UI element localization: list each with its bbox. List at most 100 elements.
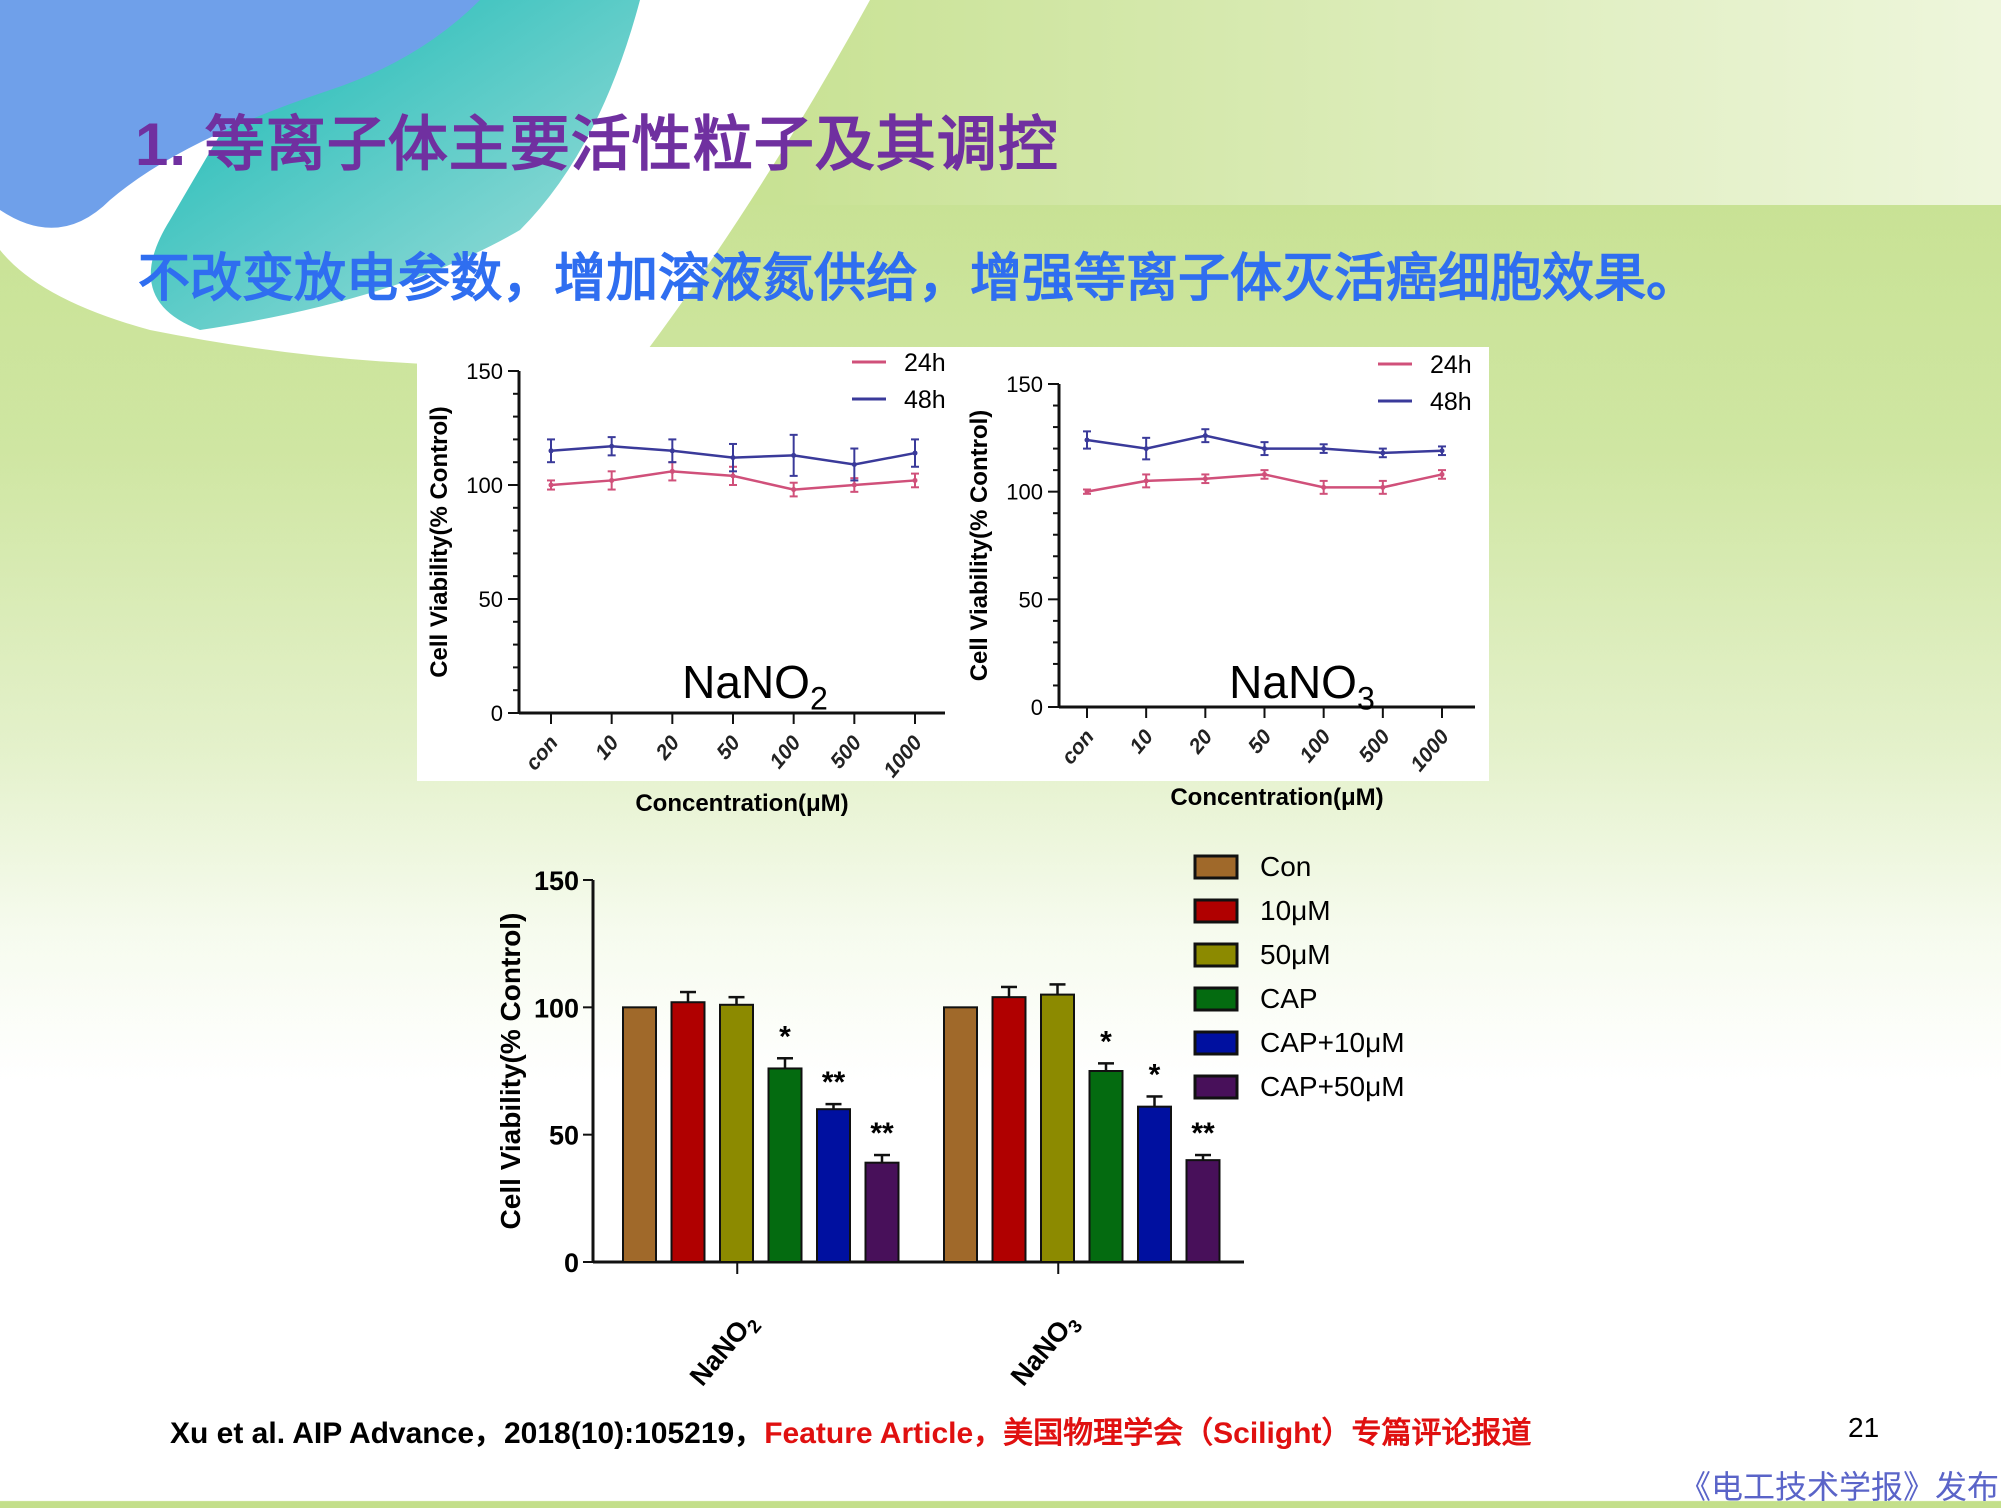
x-tick-label: 100 [1295,725,1335,767]
significance-mark: * [1149,1058,1161,1091]
y-tick-label: 0 [564,1248,579,1278]
legend-label: 10μM [1260,895,1331,926]
legend-label: 24h [1430,351,1472,379]
data-point [851,482,857,488]
x-tick-label: con [521,731,563,774]
legend-label: 24h [904,349,946,377]
data-point [1084,489,1090,495]
x-tick-label: 500 [826,731,866,773]
slide-title: 1. 等离子体主要活性粒子及其调控 [135,111,1059,178]
data-point [912,450,918,456]
data-point [1439,448,1445,454]
bar-CAP+10μM-NaNO2 [816,1108,851,1263]
significance-mark: ** [1191,1117,1215,1150]
bar-50μM-NaNO2 [719,1003,754,1264]
decorative-background-shapes [0,0,2001,366]
data-point [730,455,736,461]
data-point [1262,446,1267,452]
legend-label: CAP [1260,983,1318,1014]
data-point [548,482,554,488]
significance-mark: * [779,1020,791,1053]
y-tick-label: 150 [466,359,503,384]
citation-reference: Xu et al. AIP Advance，2018(10):105219， [170,1417,765,1450]
y-tick-label: 150 [534,866,579,896]
data-point [1202,433,1208,439]
data-point [1143,446,1149,452]
x-tick-label: 50 [1244,725,1277,758]
legend-label: CAP+10μM [1260,1027,1405,1058]
data-point [609,443,615,449]
significance-mark: ** [870,1117,894,1150]
x-tick-label: con [1057,725,1099,768]
legend-swatch-Con [1193,854,1239,880]
x-tick-label: NaNO3 [1005,1307,1087,1396]
x-tick-label: 500 [1355,725,1395,767]
legend-swatch-CAP+10μM [1193,1030,1239,1056]
data-point [1262,471,1267,477]
x-tick-label: 1000 [1406,725,1454,776]
y-tick-label: 100 [534,993,579,1023]
y-tick-label: 0 [1031,695,1043,720]
citation: Xu et al. AIP Advance，2018(10):105219，Fe… [170,1408,1532,1452]
y-axis-label: Cell Viability(% Control) [426,406,453,678]
x-axis-label: Concentration(μM) [635,790,848,817]
bar-CAP-NaNO2 [767,1067,803,1264]
y-tick-label: 0 [491,701,503,726]
bar-10μM-NaNO3 [991,996,1027,1263]
data-point [548,448,554,454]
bar-Con-NaNO2 [622,1006,657,1263]
y-tick-label: 150 [1006,372,1043,397]
x-tick-label: 50 [712,731,745,764]
significance-mark: * [1100,1025,1112,1058]
y-tick-label: 50 [1019,587,1043,612]
x-tick-label: 100 [765,731,805,773]
chart-annotation: NaNO3 [1229,656,1375,717]
chart-annotation: NaNO2 [682,656,828,717]
legend-label: 50μM [1260,939,1331,970]
data-point [1084,437,1090,443]
y-tick-label: 100 [466,473,503,498]
bar-CAP+50μM-NaNO3 [1185,1159,1221,1263]
bar-CAP-NaNO3 [1088,1070,1124,1263]
data-point [609,477,615,483]
x-tick-label: 10 [591,731,624,764]
data-point [791,452,797,458]
legend-swatch-10μM [1193,898,1239,924]
data-point [669,468,675,474]
y-tick-label: 100 [1006,480,1043,505]
watermark: 《电工技术学报》发布 [1678,1468,1999,1506]
legend-swatch-50μM [1193,942,1239,968]
legend-label: 48h [904,386,946,414]
data-point [669,448,675,454]
x-tick-label: 10 [1125,725,1158,758]
bar-50μM-NaNO3 [1040,993,1075,1263]
line-charts-figure [417,347,1489,781]
data-point [1439,471,1445,477]
y-tick-label: 50 [479,587,503,612]
data-point [1321,446,1327,452]
y-axis-label: Cell Viability(% Control) [495,913,526,1230]
x-tick-label: 20 [651,731,684,765]
legend-label: Con [1260,851,1311,882]
data-point [1143,478,1149,484]
citation-feature: Feature Article，美国物理学会（Scilight）专篇评论报道 [764,1417,1532,1450]
legend-swatch-CAP [1193,986,1239,1012]
data-point [851,461,857,467]
y-axis-label: Cell Viability(% Control) [966,410,993,682]
significance-mark: ** [822,1066,846,1099]
legend-label: 48h [1430,388,1472,416]
x-tick-label: 20 [1184,725,1217,759]
page-number: 21 [1848,1412,1880,1443]
y-tick-label: 50 [549,1121,579,1151]
data-point [1380,450,1386,456]
data-point [730,473,736,479]
data-point [912,477,918,483]
legend-label: CAP+50μM [1260,1071,1405,1102]
data-point [1321,484,1327,490]
x-tick-label: NaNO2 [684,1307,766,1396]
bar-CAP+50μM-NaNO2 [864,1161,900,1264]
bar-Con-NaNO3 [943,1006,978,1263]
bar-CAP+10μM-NaNO3 [1137,1105,1172,1263]
legend-swatch-CAP+50μM [1193,1074,1239,1100]
